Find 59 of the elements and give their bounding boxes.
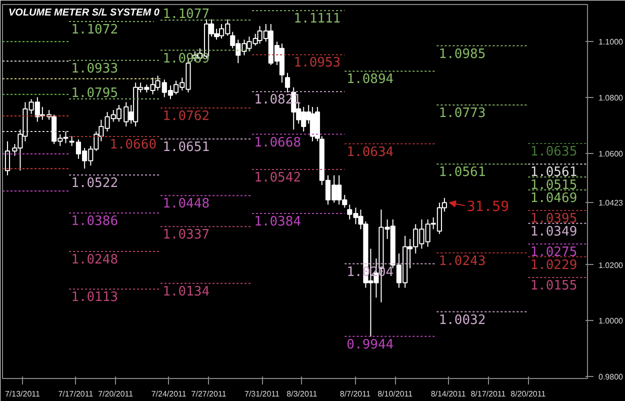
y-tick-label: 0.9800	[598, 372, 624, 382]
x-tick-label: 7/24/2011	[151, 390, 187, 398]
x-tick-label: 7/27/2011	[191, 390, 227, 398]
series-label: 1.1111	[294, 12, 341, 27]
series-label: 1.1072	[71, 22, 118, 38]
series-label: 1.0469	[530, 190, 578, 206]
y-tick-label: 1.0000	[598, 316, 624, 326]
x-tick-label: 8/7/2011	[340, 390, 371, 398]
series-label: 1.0985	[438, 46, 486, 62]
series-label: 1.0275	[530, 244, 578, 260]
x-tick-label: 8/20/2011	[510, 390, 546, 398]
x-tick-label: 8/17/2011	[470, 390, 506, 398]
series-label: 1.0134	[162, 284, 210, 300]
chart-title: VOLUME METER S/L SYSTEM 0	[8, 8, 160, 18]
x-tick-label: 8/3/2011	[286, 390, 318, 398]
series-label: 1.0448	[162, 196, 210, 212]
series-label: 1.0762	[162, 109, 210, 124]
series-label: 1.0651	[162, 140, 210, 156]
series-label: 1.0515	[530, 178, 578, 193]
series-label: 1.0155	[530, 278, 578, 294]
series-label: 1.0522	[71, 176, 118, 192]
series-label: 1.0894	[346, 72, 394, 88]
series-label: 1.0773	[438, 106, 486, 121]
series-label: 1.0384	[254, 214, 302, 230]
y-tick-label: 1.0800	[598, 93, 624, 102]
series-label: 1.1077	[162, 7, 210, 22]
x-tick-label: 7/13/2011	[4, 390, 41, 398]
series-label: 1.0542	[254, 170, 302, 186]
series-label: 1.0032	[438, 312, 486, 328]
series-label: 1.0795	[71, 86, 118, 101]
series-label: 1.0561	[438, 165, 486, 180]
series-label: 1.0933	[71, 61, 118, 76]
series-label: 1.0635	[530, 144, 578, 160]
series-label: 1.0953	[294, 56, 341, 71]
series-label: 1.0337	[162, 228, 210, 243]
series-label: 1.0660	[110, 138, 157, 153]
series-label: 1.0243	[438, 254, 486, 269]
x-tick-label: 7/31/2011	[244, 390, 280, 398]
x-tick-label: 8/10/2011	[378, 390, 414, 398]
x-tick-label: 7/20/2011	[98, 390, 134, 398]
series-label: 1.0229	[530, 258, 578, 273]
series-label: 1.0386	[71, 214, 118, 229]
series-label: 1.0395	[530, 211, 578, 226]
y-tick-label: 1.1000	[598, 38, 624, 47]
y-tick-label: 1.0600	[598, 149, 624, 158]
x-tick-label: 8/14/2011	[430, 390, 466, 398]
series-label: 1.0349	[530, 224, 578, 240]
candlestick	[124, 102, 129, 127]
y-tick-label: 1.0200	[598, 260, 624, 270]
candlestick	[284, 72, 290, 93]
series-label: 1.0668	[254, 135, 302, 150]
series-label: 1.0561	[530, 165, 578, 180]
series-label: 1.0113	[71, 290, 118, 306]
series-label: 1.0248	[71, 252, 118, 268]
x-tick-label: 7/17/2011	[58, 390, 94, 398]
series-label: 1.0634	[346, 144, 394, 160]
series-label: 0.9944	[346, 337, 394, 352]
y-tick-label: 1.0423	[598, 198, 624, 208]
annotation: 31.59	[466, 199, 510, 216]
